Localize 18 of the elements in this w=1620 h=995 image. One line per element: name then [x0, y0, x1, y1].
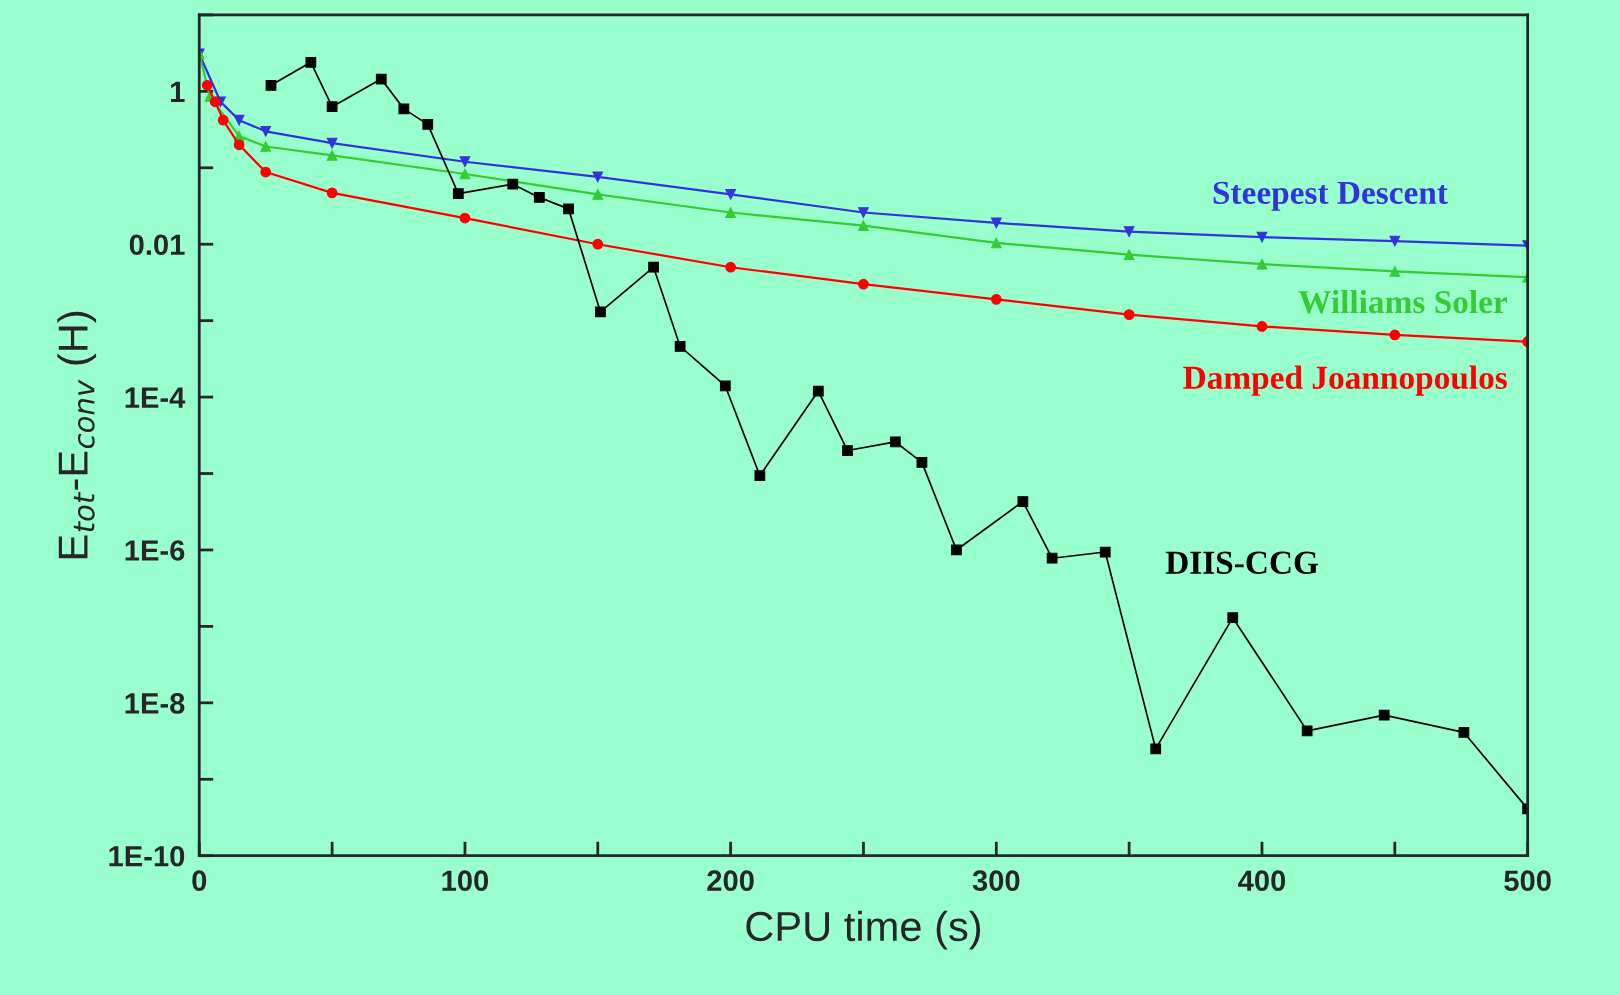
y-tick-label: 1E-4	[125, 387, 186, 408]
x-tick-label: 400	[1238, 870, 1286, 892]
series-label: DIIS-CCG	[1165, 551, 1318, 574]
x-tick-label: 500	[1504, 870, 1551, 892]
x-tick-label: 300	[972, 870, 1020, 892]
y-tick-label: 1E-6	[125, 540, 185, 561]
x-tick-label: 100	[442, 870, 489, 892]
y-tick-label: 1	[170, 81, 185, 102]
series-label: Damped Joannopoulos	[1183, 365, 1507, 396]
y-axis-title: E$_{tot}$-E$_{conv}$ (H)	[57, 311, 97, 559]
series-label: Williams Soler	[1298, 289, 1508, 314]
series-label: Steepest Descent	[1213, 181, 1448, 211]
y-tick-label: 0.01	[129, 234, 185, 256]
y-tick-label: 1E-8	[125, 693, 185, 714]
x-tick-label: 200	[707, 870, 754, 892]
x-tick-label: 0	[192, 870, 207, 892]
y-tick-label: 1E-10	[109, 845, 185, 867]
x-axis-title: CPU time (s)	[746, 910, 981, 950]
